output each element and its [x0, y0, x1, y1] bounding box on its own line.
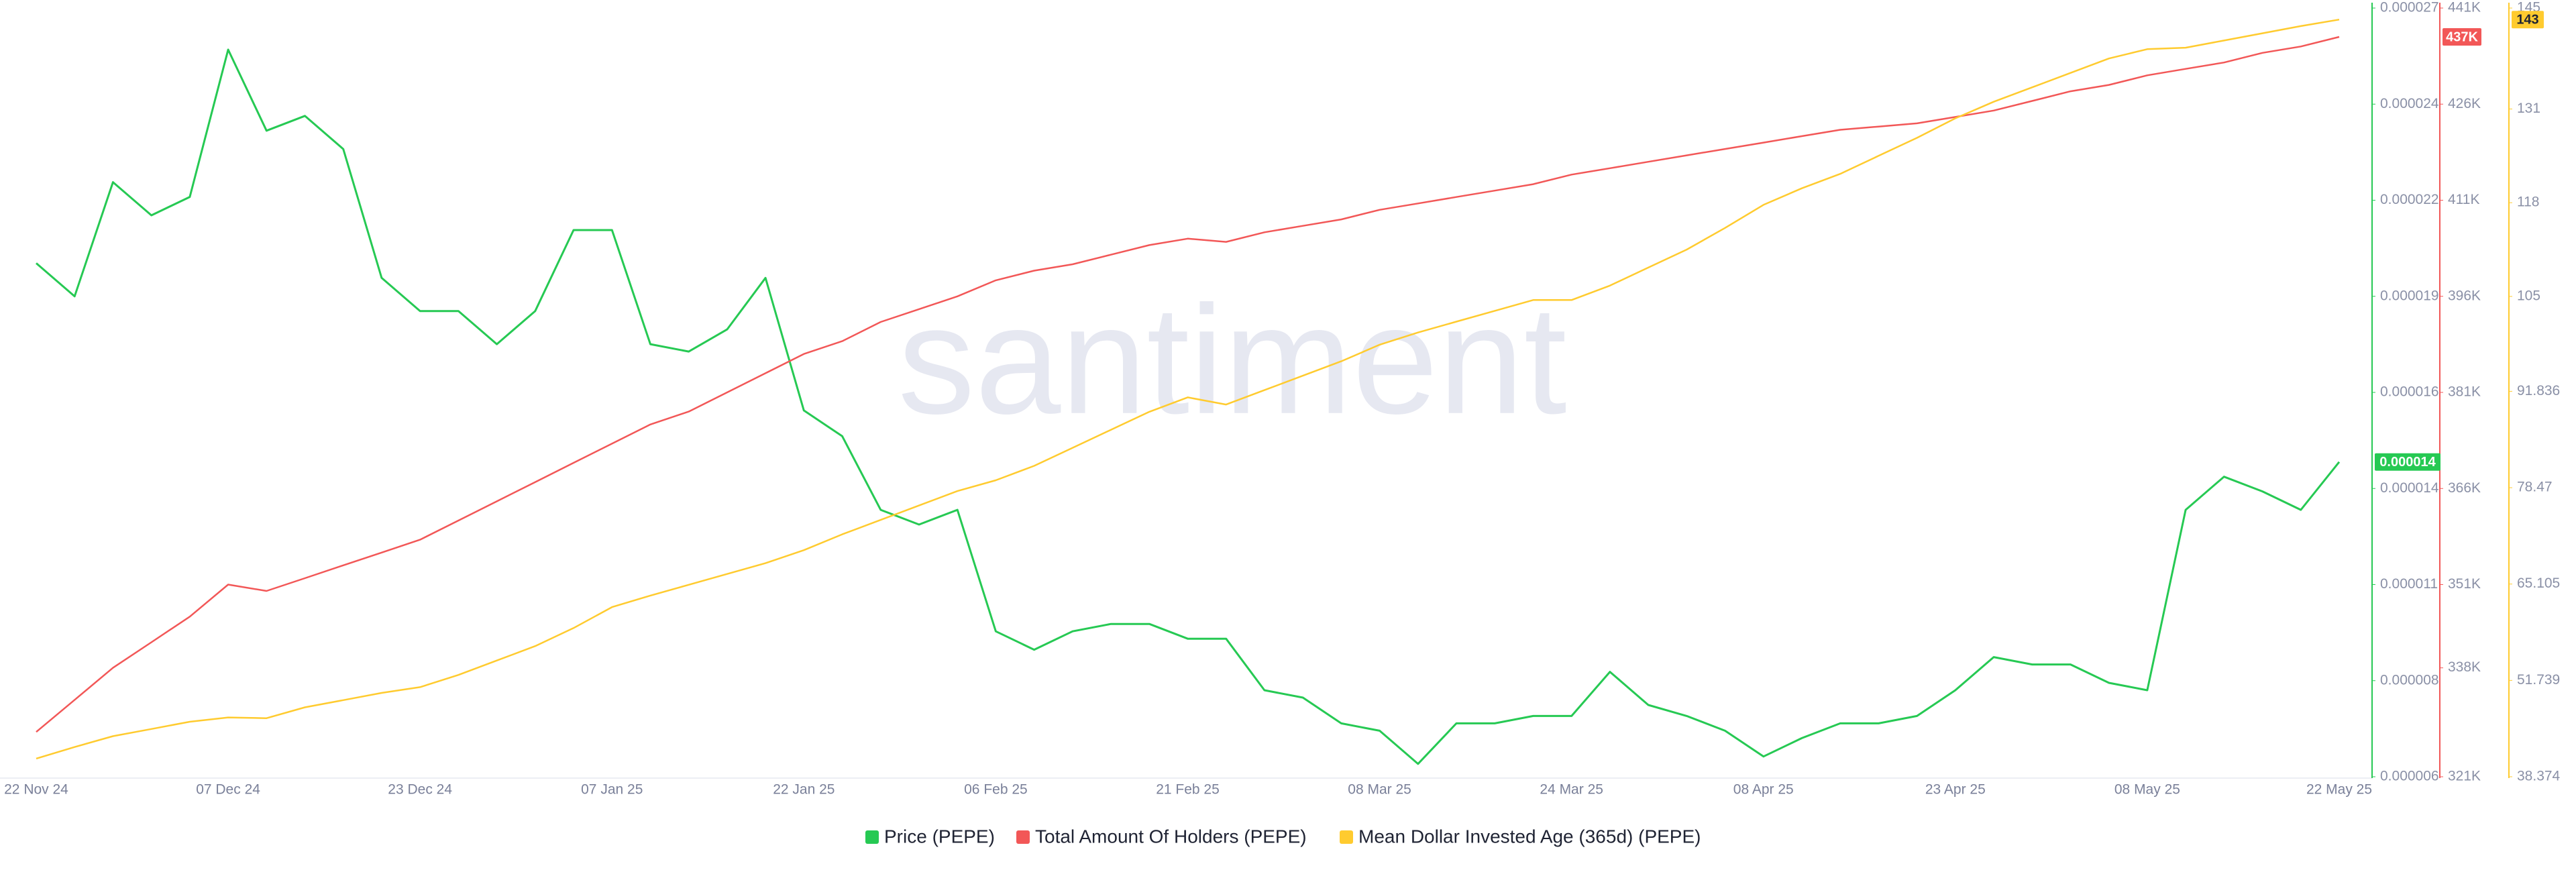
legend-item: Mean Dollar Invested Age (365d) (PEPE) [1340, 826, 1701, 847]
legend-swatch [1016, 830, 1030, 844]
badge-label: 437K [2446, 30, 2478, 44]
series-line [36, 48, 2341, 765]
legend-swatch [1340, 830, 1353, 844]
y-tick-label: 105 [2517, 288, 2540, 303]
x-tick-label: 08 May 25 [2114, 782, 2180, 798]
x-tick-label: 06 Feb 25 [964, 782, 1028, 798]
x-tick-label: 08 Apr 25 [1733, 782, 1794, 798]
x-tick-label: 08 Mar 25 [1348, 782, 1411, 798]
y-tick-label: 366K [2448, 480, 2481, 496]
last-value-badge: 143 [2512, 11, 2544, 29]
y-tick-label: 78.47 [2517, 480, 2553, 495]
series-line [36, 36, 2340, 733]
badge-bg [2512, 11, 2544, 29]
series-line [36, 18, 2340, 760]
legend-label: Total Amount Of Holders (PEPE) [1035, 826, 1307, 847]
last-value-badge: 0.000014 [2375, 453, 2440, 471]
y-tick-label: 441K [2448, 0, 2481, 15]
x-tick-label: 07 Dec 24 [196, 782, 260, 798]
badge-label: 0.000014 [2379, 455, 2436, 470]
badge-label: 143 [2516, 12, 2538, 27]
y-tick-label: 118 [2517, 195, 2539, 210]
y-tick-label: 0.000027 [2380, 0, 2439, 15]
y-tick-label: 338K [2448, 659, 2481, 675]
x-tick-label: 21 Feb 25 [1156, 782, 1220, 798]
badge-bg [2375, 453, 2440, 471]
legend-item: Total Amount Of Holders (PEPE) [1016, 826, 1307, 847]
legend-swatch [865, 830, 879, 844]
y-tick-label: 65.105 [2517, 576, 2560, 591]
y-tick-label: 38.374 [2517, 769, 2561, 784]
last-value-badge: 437K [2443, 28, 2481, 46]
legend-label: Mean Dollar Invested Age (365d) (PEPE) [1358, 826, 1701, 847]
y-tick-label: 321K [2448, 769, 2481, 784]
y-tick-label: 396K [2448, 288, 2481, 303]
x-tick-label: 24 Mar 25 [1540, 782, 1603, 798]
badge-bg [2443, 28, 2481, 46]
y-tick-label: 131 [2517, 101, 2540, 116]
y-tick-label: 411K [2448, 192, 2480, 207]
x-tick-label: 23 Apr 25 [1925, 782, 1986, 798]
x-tick-label: 23 Dec 24 [388, 782, 452, 798]
y-tick-label: 0.000019 [2380, 288, 2439, 303]
legend-label: Price (PEPE) [884, 826, 995, 847]
y-tick-label: 91.836 [2517, 383, 2560, 398]
y-tick-label: 0.000024 [2380, 96, 2439, 111]
y-tick-label: 0.000022 [2380, 192, 2439, 207]
y-tick-label: 426K [2448, 96, 2481, 111]
watermark: santiment [898, 274, 1566, 446]
x-tick-label: 07 Jan 25 [581, 782, 643, 798]
x-tick-label: 22 Nov 24 [4, 782, 68, 798]
y-tick-label: 51.739 [2517, 672, 2560, 688]
y-tick-label: 351K [2448, 576, 2481, 592]
legend-item: Price (PEPE) [865, 826, 995, 847]
y-tick-label: 0.000008 [2380, 672, 2439, 688]
y-tick-label: 0.000014 [2380, 480, 2439, 496]
y-tick-label: 0.000006 [2380, 769, 2439, 784]
x-tick-label: 22 May 25 [2306, 782, 2372, 798]
y-tick-label: 381K [2448, 384, 2481, 400]
x-tick-label: 22 Jan 25 [773, 782, 835, 798]
y-tick-label: 0.000016 [2380, 384, 2439, 400]
y-tick-label: 0.000011 [2380, 576, 2438, 592]
